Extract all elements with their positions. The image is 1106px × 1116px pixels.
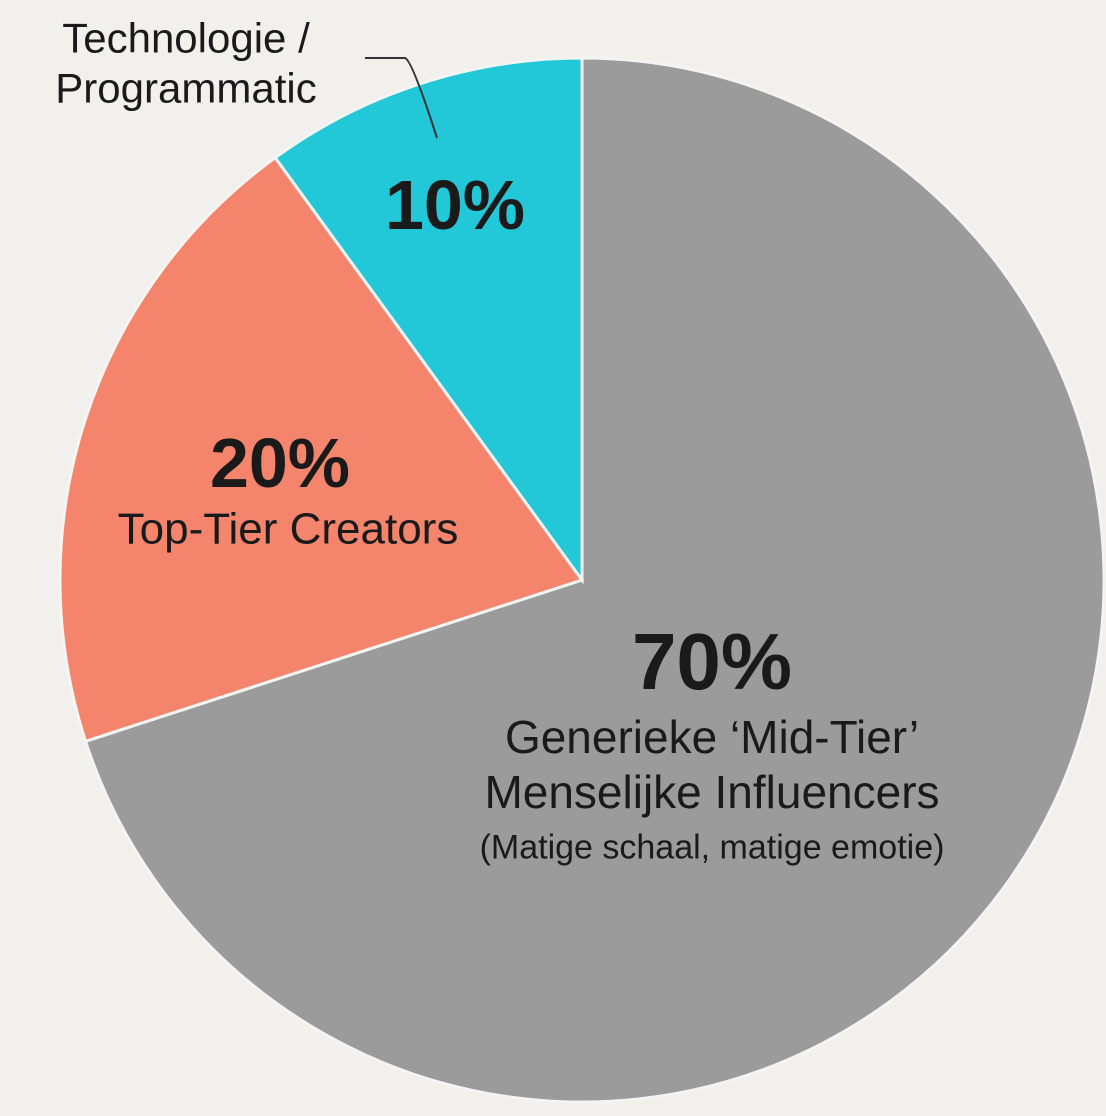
value-label: 20% bbox=[209, 424, 351, 502]
annotation: (Matige schaal, matige emotie) bbox=[479, 828, 945, 867]
category-label: Top-Tier Creators bbox=[117, 504, 459, 554]
pie-slice bbox=[58, 155, 585, 744]
pie-slice bbox=[83, 56, 1106, 1104]
value-label: 10% bbox=[384, 166, 526, 244]
leader-line bbox=[365, 57, 438, 139]
value-label: 70% bbox=[631, 617, 793, 706]
category-label: Generieke ‘Mid-Tier’ Menselijke Influenc… bbox=[484, 710, 940, 818]
category-label: Technologie / Programmatic bbox=[55, 14, 317, 112]
pie-slice bbox=[273, 56, 584, 585]
